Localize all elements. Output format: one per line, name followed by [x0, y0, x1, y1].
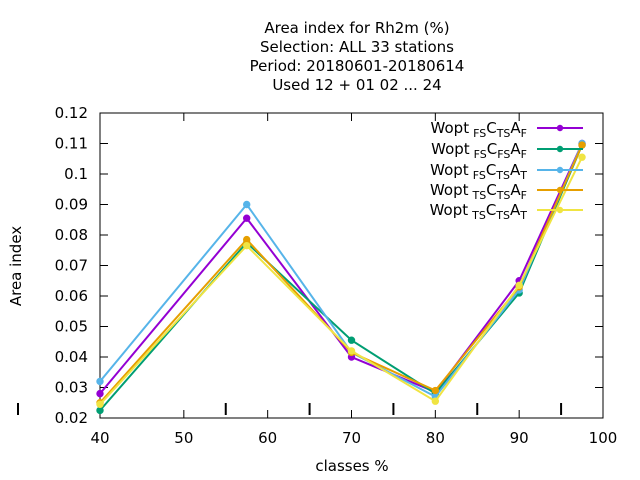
legend-label: Wopt TSCTSAF	[430, 181, 527, 202]
y-tick-label: 0.12	[55, 104, 88, 122]
y-tick-label: 0.08	[55, 226, 88, 244]
series-point	[347, 347, 356, 355]
series-line	[99, 144, 583, 412]
x-tick-label: 40	[90, 429, 109, 447]
title-line-4: Used 12 + 01 02 ... 24	[272, 76, 441, 94]
legend-label: Wopt FSCTSAF	[431, 119, 527, 140]
x-tick-label: 80	[426, 429, 445, 447]
series-point	[243, 241, 251, 250]
axes: 40 50 60 70 80 90 100 0.02 0.03 0.04 0.05 0.06 0.07 0…	[17, 104, 618, 447]
series-5	[96, 153, 586, 408]
y-tick-label: 0.1	[64, 165, 88, 183]
x-tick-label: 100	[589, 429, 618, 447]
series-point	[431, 397, 440, 405]
series-point	[431, 386, 440, 395]
y-tick-label: 0.06	[55, 287, 88, 305]
y-tick-label: 0.04	[55, 348, 88, 366]
legend-label: Wopt FSCTSAT	[430, 161, 527, 182]
series-3	[96, 139, 586, 401]
series-point	[96, 400, 104, 408]
legend-label: Wopt FSCFSAF	[431, 140, 527, 161]
series-point	[243, 200, 251, 209]
chart-title: Area index for Rh2m (%) Selection: ALL 3…	[250, 19, 465, 94]
legend-entry: Wopt TSCTSAT	[430, 201, 583, 222]
y-tick-label: 0.05	[55, 318, 88, 336]
legend-swatch-point	[556, 124, 564, 132]
legend-entry: Wopt FSCTSAT	[430, 161, 583, 182]
series-point	[578, 153, 586, 161]
title-line-1: Area index for Rh2m (%)	[264, 19, 449, 37]
x-tick-label: 60	[258, 429, 277, 447]
series-point	[96, 377, 104, 386]
series-point	[515, 281, 523, 290]
legend-entry: Wopt FSCFSAF	[431, 140, 583, 161]
x-tick-label: 90	[510, 429, 529, 447]
y-tick-label: 0.11	[55, 135, 88, 153]
legend-swatch-point	[556, 186, 564, 194]
y-tick-label: 0.07	[55, 257, 88, 275]
series-point	[96, 389, 104, 398]
legend-label: Wopt TSCTSAT	[430, 201, 528, 222]
legend-entry: Wopt FSCTSAF	[431, 119, 583, 140]
x-tick-label: 50	[174, 429, 193, 447]
series-point	[347, 336, 356, 344]
y-tick-label: 0.02	[55, 409, 88, 427]
series-point	[578, 141, 586, 149]
series-point	[243, 214, 251, 222]
y-tick-label: 0.09	[55, 196, 88, 214]
series-line	[99, 156, 583, 405]
series-point	[243, 235, 251, 244]
title-line-3: Period: 20180601-20180614	[250, 57, 465, 75]
legend-swatch-point	[556, 206, 564, 214]
y-axis-label: Area index	[7, 226, 25, 306]
x-axis-label: classes %	[315, 457, 388, 475]
legend-swatch-point	[556, 166, 564, 174]
series-layer	[96, 139, 586, 415]
legend-swatch-point	[556, 145, 564, 153]
title-line-2: Selection: ALL 33 stations	[260, 38, 454, 56]
y-tick-label: 0.03	[55, 379, 88, 397]
x-tick-label: 70	[342, 429, 361, 447]
series-point	[96, 406, 104, 415]
legend-entry: Wopt TSCTSAF	[430, 181, 583, 202]
